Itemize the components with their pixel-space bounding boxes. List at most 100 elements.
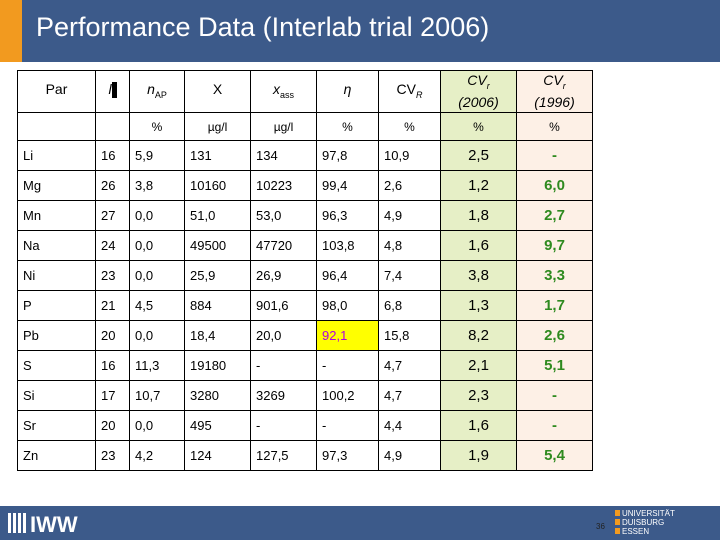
table-cell: 1,6	[440, 410, 517, 441]
table-cell: 53,0	[250, 200, 317, 231]
university-line-1: UNIVERSITÄT	[615, 509, 720, 518]
university-logo: UNIVERSITÄT DUISBURG ESSEN	[615, 509, 720, 539]
table-cell: 131	[184, 140, 251, 171]
header-x: X	[184, 70, 251, 113]
table-cell: 47720	[250, 230, 317, 261]
unit-cell: %	[316, 112, 379, 141]
table-cell: 21	[95, 290, 130, 321]
unit-cell: %	[516, 112, 593, 141]
table-units-row: % µg/l µg/l % % % %	[17, 112, 593, 141]
table-cell: 20	[95, 320, 130, 351]
unit-cell: %	[129, 112, 185, 141]
table-cell: 2,6	[378, 170, 441, 201]
header-nap: nAP	[129, 70, 185, 113]
table-cell: 98,0	[316, 290, 379, 321]
table-cell: Sr	[17, 410, 96, 441]
table-cell: 901,6	[250, 290, 317, 321]
unit-cell: %	[440, 112, 517, 141]
header-eta: η	[316, 70, 379, 113]
table-cell: 884	[184, 290, 251, 321]
orange-bar-icon	[615, 519, 620, 525]
title-accent-strip	[0, 0, 22, 62]
table-header-row: Par l nAP X xass η CVR CVr (2006) CVr (1…	[17, 70, 593, 113]
table-cell: 2,3	[440, 380, 517, 411]
unit-cell: µg/l	[250, 112, 317, 141]
header-cvr: CVR	[378, 70, 441, 113]
iww-logo-text: IWW	[30, 512, 78, 535]
table-cell: 97,8	[316, 140, 379, 171]
table-cell: 134	[250, 140, 317, 171]
performance-table-container: Par l nAP X xass η CVR CVr (2006) CVr (1…	[17, 70, 593, 471]
table-cell: 495	[184, 410, 251, 441]
table-cell: 49500	[184, 230, 251, 261]
table-cell: 17	[95, 380, 130, 411]
table-cell: 8,2	[440, 320, 517, 351]
table-cell: 20	[95, 410, 130, 441]
table-cell: 3269	[250, 380, 317, 411]
table-cell: 96,4	[316, 260, 379, 291]
table-cell: 4,7	[378, 350, 441, 381]
table-cell: 1,2	[440, 170, 517, 201]
table-cell: 4,5	[129, 290, 185, 321]
table-cell: 0,0	[129, 410, 185, 441]
table-cell: 2,1	[440, 350, 517, 381]
table-row: P 21 4,5 884 901,6 98,0 6,8 1,3 1,7	[17, 290, 593, 321]
table-row: Mn 27 0,0 51,0 53,0 96,3 4,9 1,8 2,7	[17, 200, 593, 231]
table-cell: 20,0	[250, 320, 317, 351]
table-cell: Na	[17, 230, 96, 261]
table-cell: 0,0	[129, 200, 185, 231]
table-cell: 2,5	[440, 140, 517, 171]
table-cell: 1,9	[440, 440, 517, 471]
table-cell: -	[250, 410, 317, 441]
table-cell: 23	[95, 260, 130, 291]
table-cell: Pb	[17, 320, 96, 351]
table-cell: Si	[17, 380, 96, 411]
table-cell: 24	[95, 230, 130, 261]
orange-bar-icon	[615, 528, 620, 534]
table-cell: -	[516, 410, 593, 441]
table-cell: 3,3	[516, 260, 593, 291]
table-cell: 26	[95, 170, 130, 201]
table-cell: 5,4	[516, 440, 593, 471]
table-cell: 2,6	[516, 320, 593, 351]
table-cell: 23	[95, 440, 130, 471]
unit-cell	[17, 112, 96, 141]
table-cell: 99,4	[316, 170, 379, 201]
table-cell: 3,8	[129, 170, 185, 201]
table-cell: 3,8	[440, 260, 517, 291]
table-row: Sr 20 0,0 495- -4,4 1,6-	[17, 410, 593, 441]
header-par: Par	[17, 70, 96, 113]
header-xass: xass	[250, 70, 317, 113]
table-cell: 0,0	[129, 320, 185, 351]
table-cell: 1,8	[440, 200, 517, 231]
unit-cell	[95, 112, 130, 141]
table-cell: 11,3	[129, 350, 185, 381]
table-cell: 4,9	[378, 440, 441, 471]
table-row: S 16 11,3 19180- -4,7 2,1 5,1	[17, 350, 593, 381]
table-cell: 4,7	[378, 380, 441, 411]
orange-bar-icon	[615, 510, 620, 516]
unit-cell: µg/l	[184, 112, 251, 141]
table-cell: -	[316, 350, 379, 381]
table-row: Mg 26 3,8 10160 10223 99,4 2,6 1,2 6,0	[17, 170, 593, 201]
university-line-2: DUISBURG	[615, 518, 720, 527]
table-cell: -	[316, 410, 379, 441]
table-cell: Mn	[17, 200, 96, 231]
table-cell: 1,7	[516, 290, 593, 321]
header-l-label: l	[108, 81, 112, 97]
table-cell: 2,7	[516, 200, 593, 231]
title-bar: Performance Data (Interlab trial 2006)	[0, 0, 720, 62]
table-cell: Li	[17, 140, 96, 171]
table-cell: 100,2	[316, 380, 379, 411]
table-cell: -	[516, 140, 593, 171]
table-cell: 4,8	[378, 230, 441, 261]
table-cell: 51,0	[184, 200, 251, 231]
table-cell: 27	[95, 200, 130, 231]
table-cell: 10,9	[378, 140, 441, 171]
table-cell: 0,0	[129, 260, 185, 291]
table-row: Zn 23 4,2 124 127,5 97,3 4,9 1,9 5,4	[17, 440, 593, 471]
table-cell: 3280	[184, 380, 251, 411]
table-cell: 19180	[184, 350, 251, 381]
table-cell: 6,0	[516, 170, 593, 201]
performance-table: Par l nAP X xass η CVR CVr (2006) CVr (1…	[17, 70, 593, 471]
